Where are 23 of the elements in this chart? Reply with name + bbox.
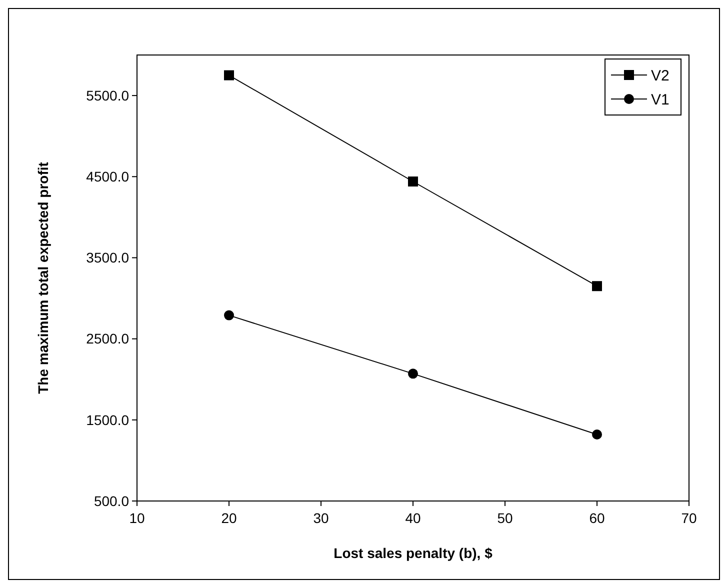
x-tick-label: 10 [129, 510, 145, 526]
y-tick-label: 4500.0 [86, 168, 130, 185]
y-axis-title: The maximum total expected profit [35, 162, 51, 394]
y-tick-label: 5500.0 [86, 87, 130, 104]
y-tick-label: 500.0 [94, 492, 130, 509]
x-tick-label: 60 [589, 510, 605, 526]
point [224, 310, 234, 320]
y-tick-label: 3500.0 [86, 250, 130, 266]
x-tick-label: 50 [497, 510, 513, 526]
y-tick-label: 2500.0 [86, 330, 130, 347]
point [224, 70, 234, 80]
point [592, 281, 602, 292]
x-tick-label: 70 [681, 510, 697, 526]
x-tick-label: 20 [221, 510, 237, 526]
point [408, 368, 418, 379]
legend-label: V1 [651, 91, 670, 108]
legend-label: V2 [651, 67, 670, 84]
x-tick-label: 40 [405, 510, 421, 526]
point [408, 176, 418, 186]
x-axis-title: Lost sales penalty (b), $ [334, 545, 493, 561]
x-tick-label: 30 [313, 510, 329, 526]
y-tick-label: 1500.0 [86, 412, 130, 428]
point [592, 430, 602, 440]
